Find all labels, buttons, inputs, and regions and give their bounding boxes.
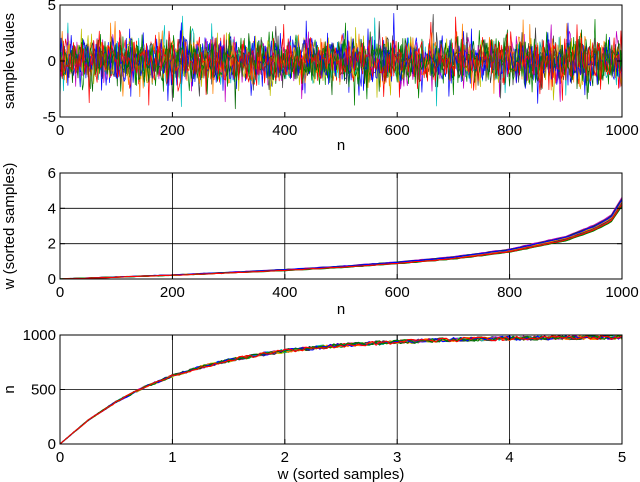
x-tick-label: 1	[168, 449, 176, 466]
x-axis-label: n	[337, 301, 345, 318]
series-line-11	[60, 335, 622, 444]
series-group	[60, 13, 622, 110]
series-line-12	[60, 16, 622, 104]
y-tick-label: 500	[31, 382, 56, 399]
series-line-12	[60, 203, 622, 279]
x-tick-label: 0	[56, 122, 64, 139]
y-axis-label: n	[1, 385, 18, 393]
y-tick-label: 2	[48, 236, 56, 253]
series-line-12	[60, 335, 622, 444]
x-tick-label: 200	[160, 122, 185, 139]
y-axis-label: w (sorted samples)	[1, 163, 18, 291]
series-group	[60, 335, 622, 444]
y-tick-label: 1000	[23, 327, 56, 344]
x-tick-label: 0	[56, 284, 64, 301]
y-tick-label: 5	[48, 0, 56, 14]
x-tick-label: 2	[281, 449, 289, 466]
x-tick-label: 0	[56, 449, 64, 466]
y-tick-label: 0	[48, 436, 56, 453]
x-tick-label: 800	[497, 284, 522, 301]
x-tick-label: 5	[618, 449, 626, 466]
panel-sorted-samples: 0 200 400 600 800 1000 0 2 4 6 n w (sorted samples)	[1, 163, 639, 318]
x-tick-label: 800	[497, 122, 522, 139]
y-tick-label: 4	[48, 200, 56, 217]
x-tick-label: 200	[160, 284, 185, 301]
y-tick-label: 0	[48, 271, 56, 288]
x-tick-label: 400	[272, 122, 297, 139]
y-tick-label: 0	[48, 53, 56, 70]
x-axis-label: n	[337, 137, 345, 154]
y-axis-label: sample values	[1, 13, 18, 109]
x-tick-label: 600	[385, 284, 410, 301]
x-tick-label: 1000	[605, 284, 638, 301]
y-tick-label: 6	[48, 165, 56, 182]
x-tick-label: 1000	[605, 122, 638, 139]
x-axis-label: w (sorted samples)	[277, 466, 405, 482]
y-tick-label: -5	[43, 109, 56, 126]
x-tick-label: 600	[385, 122, 410, 139]
x-tick-label: 4	[505, 449, 513, 466]
panel-cumulative-count: 0 1 2 3 4 5 0 500 1000 w (sorted samples) n	[1, 327, 626, 482]
series-line-11	[60, 18, 622, 100]
series-line-6	[60, 335, 622, 444]
x-tick-label: 400	[272, 284, 297, 301]
axes-frame	[59, 172, 623, 280]
x-tick-label: 3	[393, 449, 401, 466]
series-group	[60, 197, 622, 279]
